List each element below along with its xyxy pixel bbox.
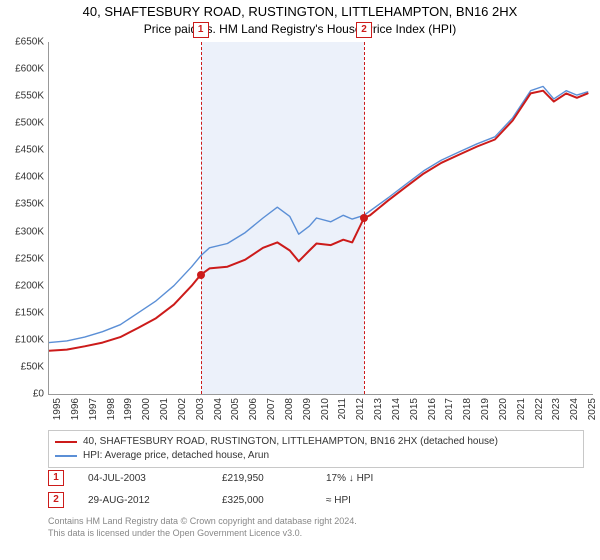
y-tick-label: £550K	[15, 91, 44, 102]
y-tick-label: £100K	[15, 334, 44, 345]
legend-label: 40, SHAFTESBURY ROAD, RUSTINGTON, LITTLE…	[83, 435, 498, 449]
x-tick-label: 1997	[88, 398, 99, 420]
chart-container: 40, SHAFTESBURY ROAD, RUSTINGTON, LITTLE…	[0, 0, 600, 560]
x-tick-label: 2002	[177, 398, 188, 420]
x-tick-label: 2016	[427, 398, 438, 420]
sale-row: 2 29-AUG-2012 £325,000 ≈ HPI	[48, 492, 584, 508]
legend-swatch	[55, 455, 77, 457]
y-tick-label: £200K	[15, 280, 44, 291]
sale-diff: ≈ HPI	[326, 495, 446, 506]
x-tick-label: 2000	[141, 398, 152, 420]
x-tick-label: 2019	[480, 398, 491, 420]
series-svg	[49, 42, 593, 394]
x-tick-label: 2017	[444, 398, 455, 420]
sale-date: 04-JUL-2003	[88, 473, 198, 484]
x-tick-label: 2007	[266, 398, 277, 420]
y-tick-label: £0	[33, 389, 44, 400]
x-tick-label: 2020	[498, 398, 509, 420]
legend-swatch	[55, 441, 77, 443]
x-tick-label: 2023	[551, 398, 562, 420]
y-tick-label: £650K	[15, 37, 44, 48]
footer-attribution: Contains HM Land Registry data © Crown c…	[48, 516, 584, 539]
x-tick-label: 2001	[159, 398, 170, 420]
legend: 40, SHAFTESBURY ROAD, RUSTINGTON, LITTLE…	[48, 430, 584, 468]
sale-badge: 1	[48, 470, 64, 486]
sale-diff: 17% ↓ HPI	[326, 473, 446, 484]
sales-table: 1 04-JUL-2003 £219,950 17% ↓ HPI 2 29-AUG-201…	[48, 470, 584, 514]
marker-badge-1: 1	[193, 22, 209, 38]
legend-label: HPI: Average price, detached house, Arun	[83, 449, 269, 463]
y-tick-label: £300K	[15, 226, 44, 237]
x-tick-label: 2009	[302, 398, 313, 420]
series-line	[49, 86, 588, 342]
x-tick-label: 2022	[534, 398, 545, 420]
x-tick-label: 1995	[52, 398, 63, 420]
x-tick-label: 2021	[516, 398, 527, 420]
x-tick-label: 2010	[320, 398, 331, 420]
x-tick-label: 2004	[213, 398, 224, 420]
sale-price: £219,950	[222, 473, 302, 484]
sale-dot-1	[197, 271, 205, 279]
y-tick-label: £250K	[15, 253, 44, 264]
y-tick-label: £350K	[15, 199, 44, 210]
x-tick-label: 1998	[106, 398, 117, 420]
plot-area: 12	[48, 42, 593, 395]
legend-item: 40, SHAFTESBURY ROAD, RUSTINGTON, LITTLE…	[55, 435, 577, 449]
chart-subtitle: Price paid vs. HM Land Registry's House …	[0, 22, 600, 36]
y-tick-label: £500K	[15, 118, 44, 129]
chart-title: 40, SHAFTESBURY ROAD, RUSTINGTON, LITTLE…	[0, 4, 600, 20]
marker-badge-2: 2	[356, 22, 372, 38]
y-tick-label: £400K	[15, 172, 44, 183]
x-tick-label: 2014	[391, 398, 402, 420]
sale-dot-2	[360, 214, 368, 222]
x-tick-label: 2005	[230, 398, 241, 420]
chart-titles: 40, SHAFTESBURY ROAD, RUSTINGTON, LITTLE…	[0, 0, 600, 36]
y-tick-label: £600K	[15, 64, 44, 75]
sale-badge: 2	[48, 492, 64, 508]
x-tick-label: 2025	[587, 398, 598, 420]
sale-date: 29-AUG-2012	[88, 495, 198, 506]
x-tick-label: 1999	[123, 398, 134, 420]
y-tick-label: £450K	[15, 145, 44, 156]
legend-item: HPI: Average price, detached house, Arun	[55, 449, 577, 463]
x-tick-label: 2011	[337, 398, 348, 420]
sale-row: 1 04-JUL-2003 £219,950 17% ↓ HPI	[48, 470, 584, 486]
x-tick-label: 2024	[569, 398, 580, 420]
x-tick-label: 2018	[462, 398, 473, 420]
x-tick-label: 2003	[195, 398, 206, 420]
x-tick-label: 2015	[409, 398, 420, 420]
x-tick-label: 2013	[373, 398, 384, 420]
x-tick-label: 1996	[70, 398, 81, 420]
footer-line-2: This data is licensed under the Open Gov…	[48, 528, 584, 540]
x-tick-label: 2006	[248, 398, 259, 420]
x-tick-label: 2012	[355, 398, 366, 420]
x-tick-label: 2008	[284, 398, 295, 420]
y-tick-label: £50K	[21, 361, 44, 372]
series-line	[49, 91, 588, 351]
footer-line-1: Contains HM Land Registry data © Crown c…	[48, 516, 584, 528]
sale-price: £325,000	[222, 495, 302, 506]
y-tick-label: £150K	[15, 307, 44, 318]
